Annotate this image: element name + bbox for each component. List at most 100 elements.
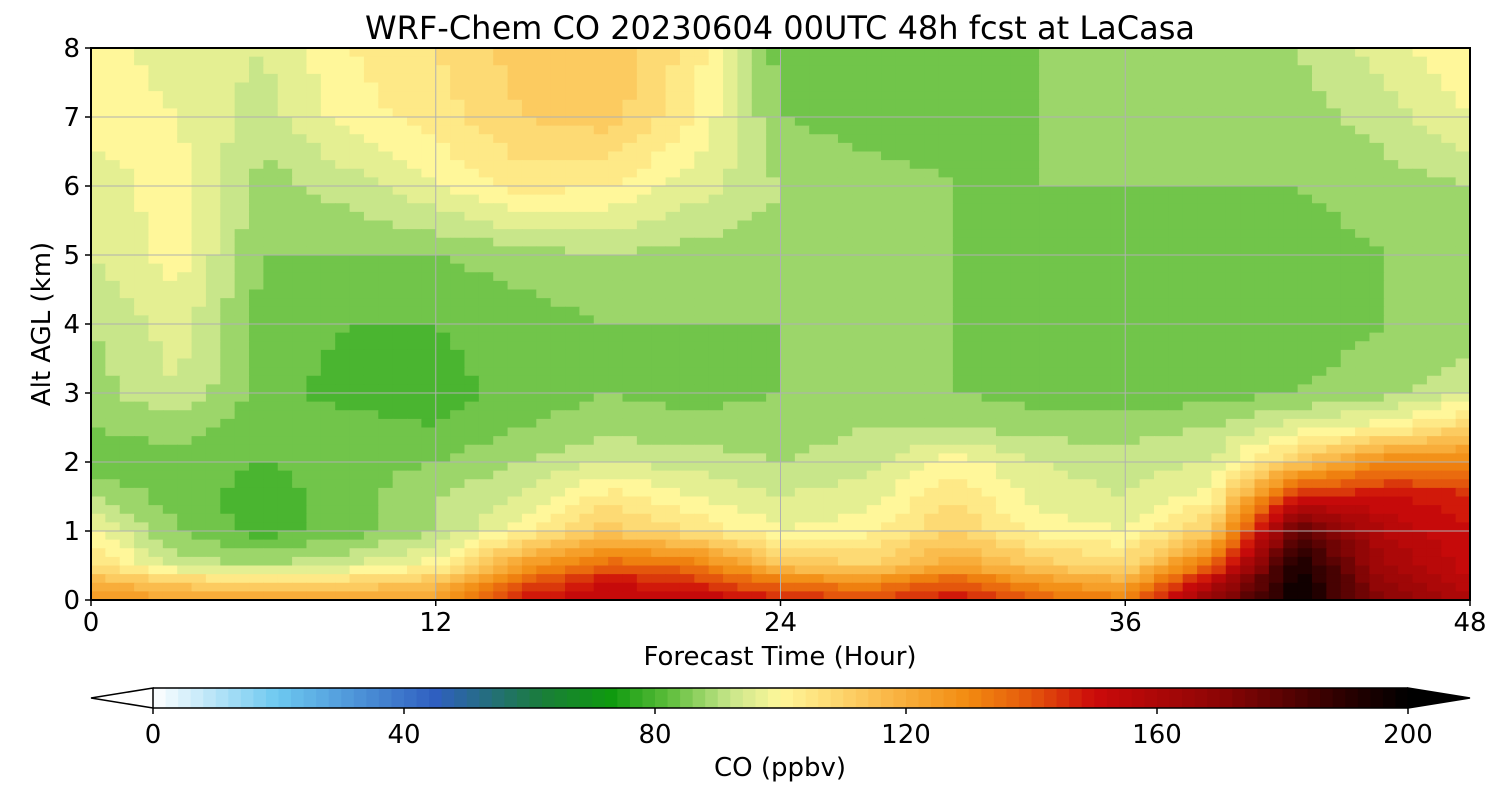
heatmap-cell: [1182, 237, 1198, 247]
heatmap-cell: [464, 82, 480, 92]
heatmap-cell: [895, 255, 911, 265]
heatmap-cell: [1283, 289, 1299, 299]
heatmap-cell: [335, 65, 351, 75]
heatmap-cell: [392, 220, 408, 230]
heatmap-cell: [622, 324, 638, 334]
heatmap-cell: [995, 436, 1011, 446]
heatmap-cell: [249, 427, 264, 437]
heatmap-cell: [694, 186, 710, 196]
heatmap-cell: [881, 462, 897, 472]
heatmap-cell: [335, 315, 351, 325]
heatmap-cell: [306, 349, 322, 360]
heatmap-cell: [1139, 117, 1155, 127]
heatmap-cell: [148, 108, 164, 118]
heatmap-cell: [277, 246, 293, 256]
heatmap-cell: [234, 48, 250, 58]
heatmap-cell: [1053, 289, 1069, 299]
heatmap-cell: [148, 125, 164, 135]
heatmap-cell: [191, 401, 207, 411]
heatmap-cell: [1197, 332, 1213, 342]
heatmap-cell: [852, 418, 868, 429]
heatmap-cell: [1355, 237, 1371, 247]
heatmap-cell: [622, 462, 638, 472]
heatmap-cell: [550, 436, 566, 446]
heatmap-cell: [579, 306, 595, 316]
heatmap-cell: [1297, 367, 1313, 377]
heatmap-cell: [493, 177, 509, 187]
heatmap-cell: [823, 117, 839, 127]
heatmap-cell: [1254, 246, 1270, 256]
heatmap-cell: [1268, 418, 1284, 429]
heatmap-cell: [1254, 255, 1270, 265]
heatmap-cell: [823, 56, 839, 66]
heatmap-cell: [536, 108, 552, 118]
heatmap-cell: [1153, 349, 1169, 360]
heatmap-cell: [464, 418, 480, 429]
heatmap-cell: [1240, 358, 1256, 368]
heatmap-cell: [205, 203, 221, 213]
heatmap-cell: [1211, 341, 1227, 351]
heatmap-cell: [407, 315, 422, 325]
heatmap-cell: [1455, 48, 1471, 58]
heatmap-cell: [1067, 186, 1083, 196]
heatmap-cell: [1082, 48, 1098, 58]
heatmap-cell: [766, 393, 782, 403]
heatmap-cell: [493, 73, 509, 84]
heatmap-cell: [608, 237, 624, 247]
heatmap-cell: [1355, 211, 1371, 222]
heatmap-cell: [1240, 82, 1256, 92]
heatmap-cell: [1010, 462, 1026, 472]
heatmap-cell: [177, 108, 193, 118]
heatmap-cell: [723, 280, 738, 291]
heatmap-cell: [1010, 487, 1026, 498]
heatmap-cell: [1297, 151, 1313, 161]
heatmap-cell: [737, 410, 753, 420]
heatmap-cell: [1067, 324, 1083, 334]
heatmap-cell: [277, 82, 293, 92]
heatmap-cell: [780, 168, 796, 178]
heatmap-cell: [435, 418, 451, 429]
heatmap-cell: [521, 479, 537, 489]
heatmap-cell: [205, 73, 221, 84]
heatmap-cell: [478, 91, 494, 101]
heatmap-cell: [1340, 168, 1356, 178]
heatmap-cell: [1311, 298, 1327, 308]
heatmap-cell: [1039, 393, 1055, 403]
heatmap-cell: [766, 65, 782, 75]
heatmap-cell: [1441, 418, 1457, 429]
heatmap-cell: [751, 427, 767, 437]
heatmap-cell: [1455, 272, 1471, 282]
heatmap-cell: [1024, 48, 1040, 58]
heatmap-cell: [493, 151, 509, 161]
heatmap-cell: [234, 298, 250, 308]
heatmap-cell: [593, 246, 609, 256]
heatmap-cell: [1110, 194, 1126, 204]
heatmap-cell: [1168, 125, 1184, 135]
heatmap-cell: [708, 436, 724, 446]
heatmap-cell: [1082, 444, 1098, 454]
heatmap-cell: [938, 280, 954, 291]
heatmap-cell: [249, 324, 264, 334]
heatmap-cell: [723, 418, 738, 429]
heatmap-cell: [723, 142, 738, 153]
heatmap-cell: [234, 168, 250, 178]
heatmap-cell: [220, 393, 236, 403]
heatmap-cell: [177, 229, 193, 239]
heatmap-cell: [981, 246, 997, 256]
heatmap-cell: [521, 384, 537, 394]
heatmap-cell: [881, 117, 897, 127]
heatmap-cell: [651, 384, 667, 394]
heatmap-cell: [421, 272, 437, 282]
heatmap-cell: [952, 56, 968, 66]
heatmap-cell: [852, 479, 868, 489]
heatmap-cell: [1197, 151, 1213, 161]
heatmap-cell: [622, 444, 638, 454]
heatmap-cell: [651, 444, 667, 454]
heatmap-cell: [1182, 315, 1198, 325]
heatmap-cell: [320, 272, 336, 282]
heatmap-cell: [1398, 367, 1414, 377]
heatmap-cell: [737, 384, 753, 394]
heatmap-cell: [723, 82, 738, 92]
heatmap-cell: [1369, 73, 1385, 84]
heatmap-cell: [378, 358, 394, 368]
